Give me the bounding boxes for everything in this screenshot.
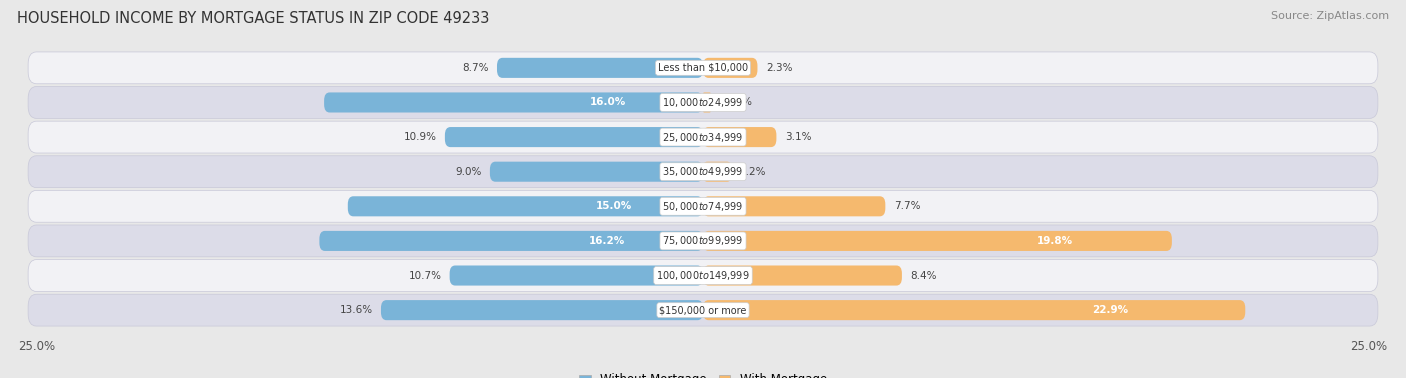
Text: 16.0%: 16.0% xyxy=(591,98,627,107)
Text: 16.2%: 16.2% xyxy=(589,236,626,246)
FancyBboxPatch shape xyxy=(319,231,703,251)
Text: $100,000 to $149,999: $100,000 to $149,999 xyxy=(657,269,749,282)
Text: $150,000 or more: $150,000 or more xyxy=(659,305,747,315)
Text: $10,000 to $24,999: $10,000 to $24,999 xyxy=(662,96,744,109)
FancyBboxPatch shape xyxy=(28,87,1378,118)
Text: 22.9%: 22.9% xyxy=(1091,305,1128,315)
FancyBboxPatch shape xyxy=(28,294,1378,326)
Text: 25.0%: 25.0% xyxy=(18,341,55,353)
Text: 25.0%: 25.0% xyxy=(1351,341,1388,353)
FancyBboxPatch shape xyxy=(703,196,886,216)
Text: 13.6%: 13.6% xyxy=(339,305,373,315)
Text: 8.7%: 8.7% xyxy=(463,63,489,73)
Text: $25,000 to $34,999: $25,000 to $34,999 xyxy=(662,130,744,144)
FancyBboxPatch shape xyxy=(703,58,758,78)
FancyBboxPatch shape xyxy=(703,300,1246,320)
Text: 10.9%: 10.9% xyxy=(404,132,437,142)
Text: 8.4%: 8.4% xyxy=(910,271,936,280)
FancyBboxPatch shape xyxy=(703,93,711,113)
Text: 9.0%: 9.0% xyxy=(456,167,482,177)
FancyBboxPatch shape xyxy=(703,127,776,147)
FancyBboxPatch shape xyxy=(703,162,731,182)
Text: 1.2%: 1.2% xyxy=(740,167,766,177)
Text: Source: ZipAtlas.com: Source: ZipAtlas.com xyxy=(1271,11,1389,21)
Text: 15.0%: 15.0% xyxy=(596,201,633,211)
FancyBboxPatch shape xyxy=(703,265,901,285)
Text: 7.7%: 7.7% xyxy=(894,201,920,211)
Text: $75,000 to $99,999: $75,000 to $99,999 xyxy=(662,234,744,248)
Text: 3.1%: 3.1% xyxy=(785,132,811,142)
FancyBboxPatch shape xyxy=(703,231,1171,251)
FancyBboxPatch shape xyxy=(450,265,703,285)
Text: $35,000 to $49,999: $35,000 to $49,999 xyxy=(662,165,744,178)
FancyBboxPatch shape xyxy=(381,300,703,320)
Legend: Without Mortgage, With Mortgage: Without Mortgage, With Mortgage xyxy=(575,370,831,378)
FancyBboxPatch shape xyxy=(28,225,1378,257)
FancyBboxPatch shape xyxy=(444,127,703,147)
FancyBboxPatch shape xyxy=(28,191,1378,222)
Text: HOUSEHOLD INCOME BY MORTGAGE STATUS IN ZIP CODE 49233: HOUSEHOLD INCOME BY MORTGAGE STATUS IN Z… xyxy=(17,11,489,26)
Text: 0.33%: 0.33% xyxy=(718,98,752,107)
Text: 10.7%: 10.7% xyxy=(408,271,441,280)
FancyBboxPatch shape xyxy=(496,58,703,78)
FancyBboxPatch shape xyxy=(28,121,1378,153)
FancyBboxPatch shape xyxy=(28,260,1378,291)
Text: 19.8%: 19.8% xyxy=(1036,236,1073,246)
FancyBboxPatch shape xyxy=(347,196,703,216)
FancyBboxPatch shape xyxy=(489,162,703,182)
FancyBboxPatch shape xyxy=(28,156,1378,187)
Text: Less than $10,000: Less than $10,000 xyxy=(658,63,748,73)
FancyBboxPatch shape xyxy=(325,93,703,113)
Text: $50,000 to $74,999: $50,000 to $74,999 xyxy=(662,200,744,213)
Text: 2.3%: 2.3% xyxy=(766,63,792,73)
FancyBboxPatch shape xyxy=(28,52,1378,84)
